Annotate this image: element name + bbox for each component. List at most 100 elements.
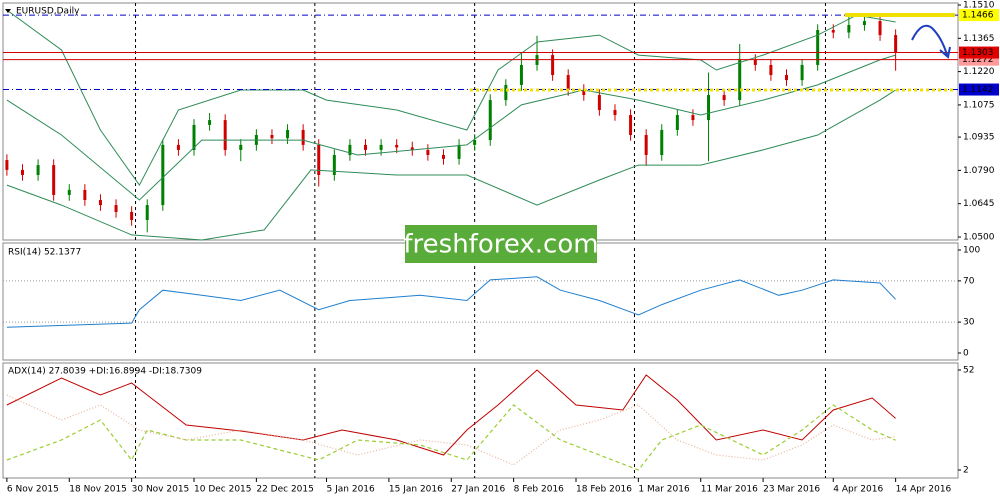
candle-body bbox=[722, 95, 726, 101]
watermark-box bbox=[405, 225, 597, 263]
candle-body bbox=[847, 24, 851, 33]
y-tick-label: 52 bbox=[963, 366, 974, 376]
x-tick-label: 6 Nov 2015 bbox=[7, 485, 59, 495]
candle-body bbox=[317, 144, 321, 175]
candle-body bbox=[114, 205, 118, 212]
candle-body bbox=[98, 200, 102, 206]
y-tick-label: 30 bbox=[963, 318, 975, 328]
adx-title: ADX(14) 27.8039 +DI:16.8994 -DI:18.7309 bbox=[8, 367, 202, 377]
candle-body bbox=[675, 115, 679, 130]
menu-icon bbox=[5, 9, 11, 13]
candle-body bbox=[613, 109, 617, 116]
price-level-label: 1.1303 bbox=[962, 48, 994, 58]
x-tick-label: 1 Mar 2016 bbox=[638, 485, 690, 495]
candle-body bbox=[597, 95, 601, 110]
candle-body bbox=[551, 55, 555, 76]
y-tick-label: 0 bbox=[963, 349, 969, 359]
candle-body bbox=[582, 89, 586, 96]
y-tick-label: 1.0645 bbox=[963, 199, 995, 209]
price-panel bbox=[2, 2, 959, 241]
candle-body bbox=[161, 144, 165, 206]
price-level-box bbox=[959, 9, 999, 22]
y-tick-label: 2 bbox=[963, 466, 969, 476]
watermark: freshforex.com bbox=[403, 230, 598, 260]
candle-body bbox=[176, 144, 180, 150]
candle-body bbox=[441, 154, 445, 159]
y-tick-label: 1.1220 bbox=[963, 67, 995, 77]
price-level-label: 1.1466 bbox=[962, 11, 994, 21]
indicator-line bbox=[6, 369, 896, 456]
y-tick-label: 1.1510 bbox=[963, 1, 995, 11]
candle-body bbox=[753, 59, 757, 65]
candle-body bbox=[816, 30, 820, 65]
candle-body bbox=[239, 144, 243, 150]
x-tick-label: 23 Mar 2016 bbox=[763, 485, 820, 495]
candle-body bbox=[130, 211, 134, 221]
adx-panel bbox=[2, 362, 959, 479]
y-tick-label: 1.0500 bbox=[963, 233, 995, 243]
x-tick-label: 27 Jan 2016 bbox=[451, 485, 505, 495]
candle-body bbox=[270, 135, 274, 139]
y-tick-label: 1.0790 bbox=[963, 166, 995, 176]
candle-body bbox=[519, 64, 523, 85]
candle-body bbox=[5, 160, 9, 170]
rsi-title: RSI(14) 52.1377 bbox=[8, 248, 81, 258]
candle-body bbox=[286, 129, 290, 139]
x-tick-label: 11 Mar 2016 bbox=[701, 485, 758, 495]
candle-body bbox=[332, 154, 336, 175]
candle-body bbox=[208, 120, 212, 125]
chart-title: EURUSD,Daily bbox=[16, 7, 80, 17]
candle-body bbox=[691, 115, 695, 121]
x-tick-label: 10 Dec 2015 bbox=[194, 485, 252, 495]
candle-body bbox=[457, 144, 461, 159]
candle-body bbox=[831, 30, 835, 33]
x-tick-label: 30 Nov 2015 bbox=[132, 485, 190, 495]
candle-body bbox=[301, 129, 305, 145]
candle-body bbox=[707, 95, 711, 121]
indicator-line bbox=[6, 54, 896, 201]
candle-body bbox=[20, 169, 24, 175]
x-tick-label: 18 Feb 2016 bbox=[576, 485, 632, 495]
candle-body bbox=[784, 75, 788, 81]
candle-body bbox=[426, 149, 430, 155]
candle-body bbox=[410, 147, 414, 150]
price-level-box bbox=[959, 46, 999, 59]
arrow-head bbox=[939, 46, 951, 59]
candle-body bbox=[379, 144, 383, 150]
candle-body bbox=[52, 165, 56, 195]
x-tick-label: 5 Jan 2016 bbox=[327, 485, 375, 495]
y-tick-label: 1.1075 bbox=[963, 100, 995, 110]
candle-body bbox=[878, 21, 882, 36]
indicator-line bbox=[6, 404, 896, 471]
indicator-line bbox=[6, 276, 896, 328]
y-tick-label: 1.1365 bbox=[963, 34, 995, 44]
price-level-label: 1.1142 bbox=[962, 85, 994, 95]
plot-layer: 1.1510 1.1365 1.1220 1.1075 1.0935 1.0790 1.06… bbox=[3, 1, 999, 495]
x-tick-label: 18 Nov 2015 bbox=[69, 485, 127, 495]
candle-body bbox=[67, 189, 71, 195]
candle-body bbox=[473, 140, 477, 145]
price-level-label: 1.1272 bbox=[962, 55, 994, 65]
x-tick-label: 22 Dec 2015 bbox=[256, 485, 314, 495]
candle-body bbox=[36, 165, 40, 175]
x-tick-label: 4 Apr 2016 bbox=[833, 485, 883, 495]
candle-body bbox=[395, 144, 399, 148]
candle-body bbox=[145, 205, 149, 221]
arrow bbox=[911, 24, 948, 56]
candle-body bbox=[488, 100, 492, 141]
candle-body bbox=[660, 129, 664, 155]
candle-body bbox=[800, 64, 804, 81]
y-tick-label: 1.0935 bbox=[963, 133, 995, 143]
candle-body bbox=[769, 64, 773, 76]
y-tick-label: 70 bbox=[963, 276, 975, 286]
indicator-line bbox=[6, 89, 896, 241]
candle-body bbox=[83, 189, 87, 201]
indicator-line bbox=[6, 9, 896, 187]
y-tick-label: 100 bbox=[963, 246, 980, 256]
x-tick-label: 8 Feb 2016 bbox=[514, 485, 565, 495]
price-level-box bbox=[959, 83, 999, 96]
candle-body bbox=[644, 135, 648, 155]
candle-body bbox=[862, 21, 866, 25]
